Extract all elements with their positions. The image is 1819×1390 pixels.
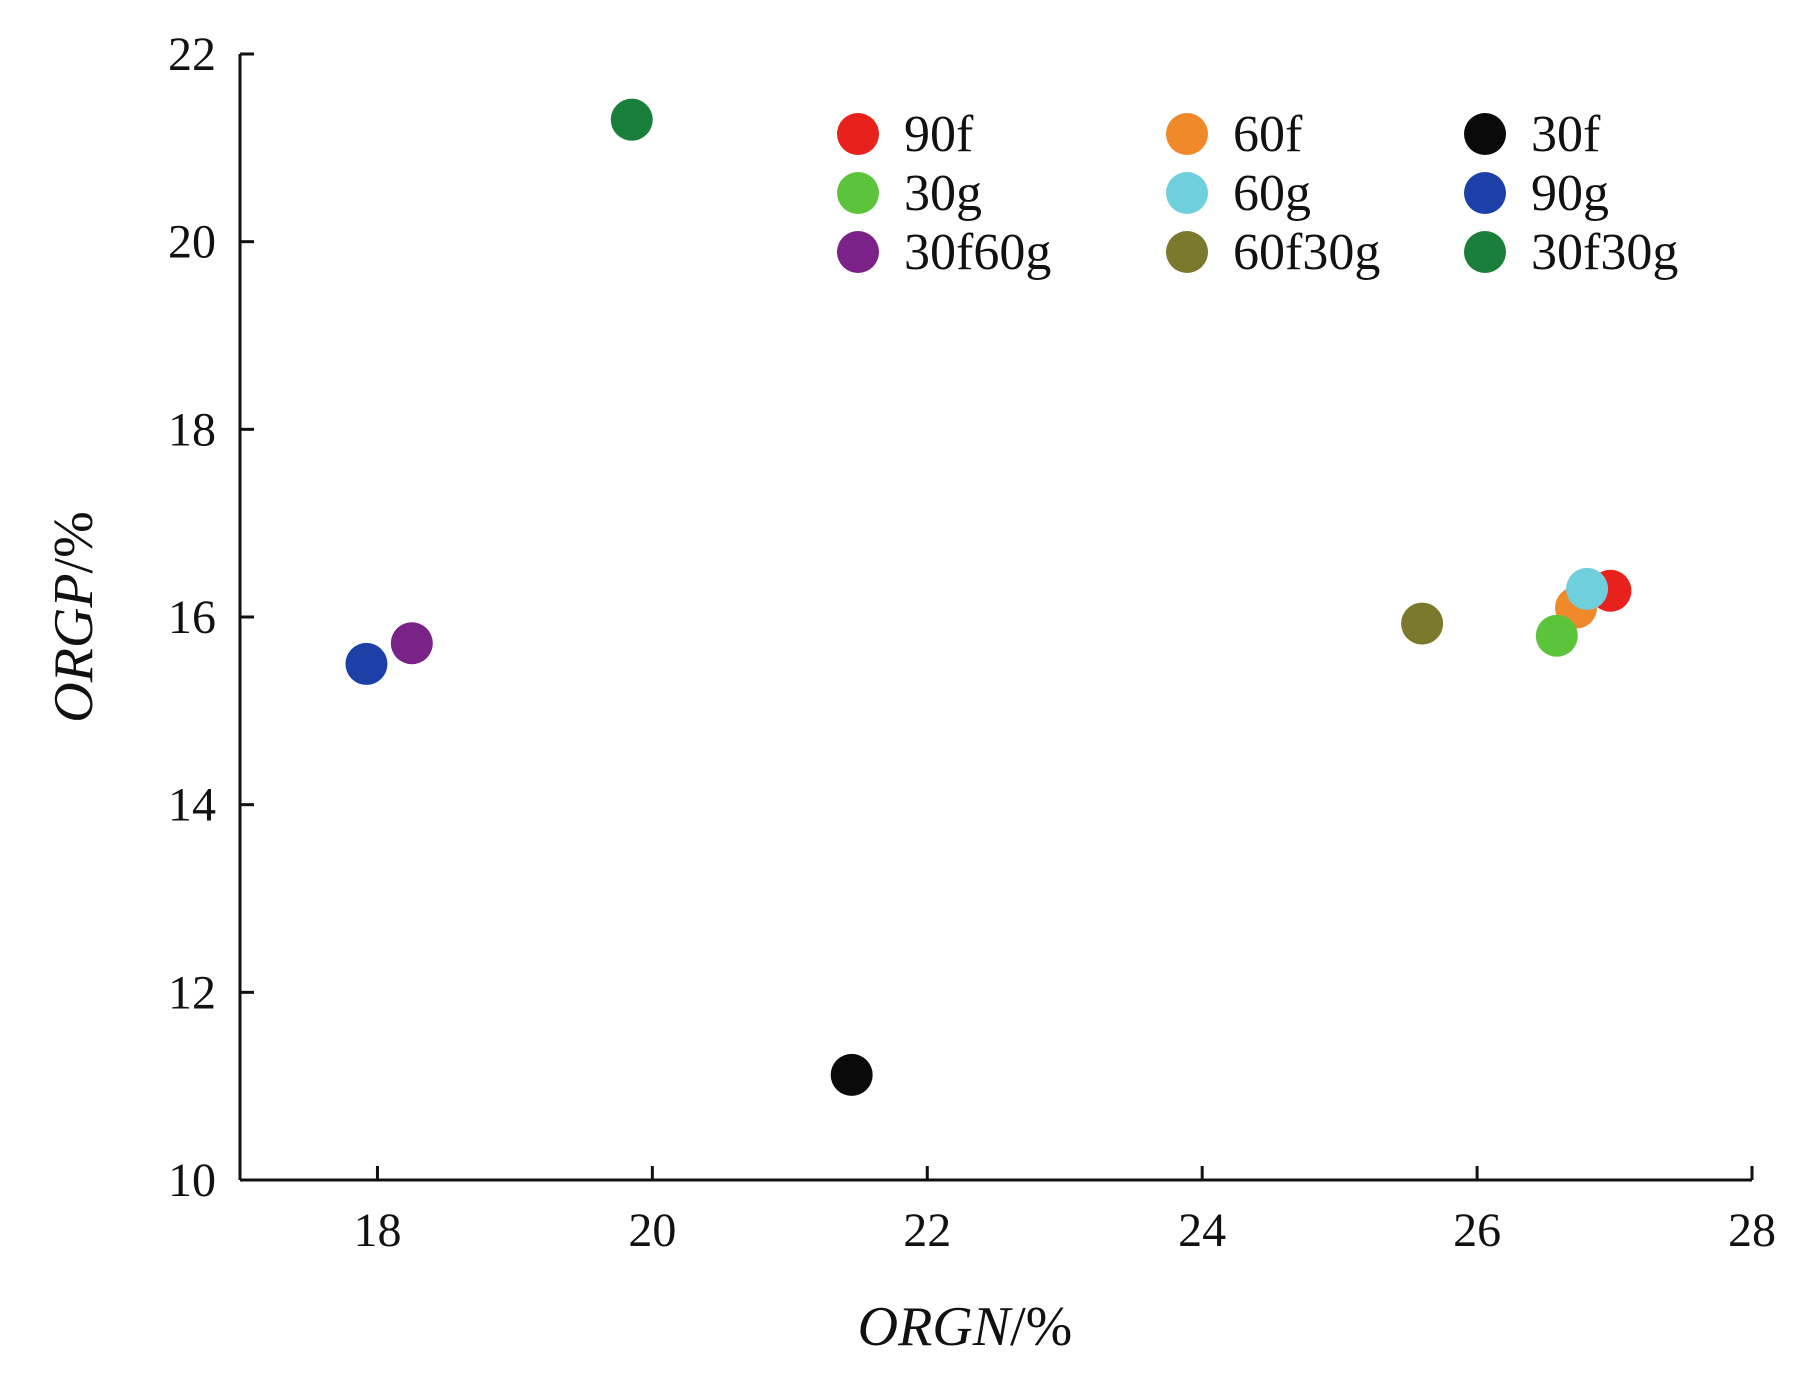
- point-60f30g: [1401, 602, 1444, 645]
- legend-label-60f30g: 60f30g: [1233, 224, 1380, 281]
- x-tick-label: 20: [628, 1204, 676, 1257]
- data-points: [345, 98, 1632, 1096]
- legend-label-60f: 60f: [1233, 106, 1303, 163]
- y-tick-label: 14: [168, 779, 216, 832]
- legend-label-30f30g: 30f30g: [1531, 224, 1678, 281]
- point-30g: [1535, 614, 1578, 657]
- y-tick-label: 18: [168, 403, 216, 456]
- y-tick-label: 12: [168, 966, 216, 1019]
- x-tick-label: 18: [353, 1204, 401, 1257]
- legend-label-60g: 60g: [1233, 165, 1311, 222]
- point-30f30g: [610, 98, 653, 141]
- y-tick-label: 16: [168, 591, 216, 644]
- legend-label-30g: 30g: [904, 165, 982, 222]
- legend-marker-60f30g: [1166, 231, 1208, 273]
- point-90g: [345, 642, 388, 685]
- legend-marker-30f: [1464, 113, 1506, 155]
- legend-label-90f: 90f: [904, 106, 974, 163]
- x-axis-title: ORGN/%: [858, 1296, 1073, 1358]
- legend-marker-60g: [1166, 172, 1208, 214]
- point-60g: [1566, 567, 1609, 610]
- legend-marker-30g: [837, 172, 879, 214]
- y-tick-label: 22: [168, 28, 216, 81]
- axes: 18 20 22 24 26 28 10 12 14 16 18 20 22: [168, 28, 1776, 1257]
- legend-marker-90f: [837, 113, 879, 155]
- x-tick-label: 22: [903, 1204, 951, 1257]
- legend-marker-30f30g: [1464, 231, 1506, 273]
- point-30f: [830, 1053, 873, 1096]
- y-tick-label: 10: [168, 1154, 216, 1207]
- x-tick-label: 24: [1178, 1204, 1226, 1257]
- legend-marker-60f: [1166, 113, 1208, 155]
- point-30f60g: [390, 622, 433, 665]
- y-axis-title: ORGP/%: [43, 511, 105, 723]
- x-tick-label: 28: [1728, 1204, 1776, 1257]
- y-tick-label: 20: [168, 216, 216, 269]
- legend-label-90g: 90g: [1531, 165, 1609, 222]
- x-tick-label: 26: [1453, 1204, 1501, 1257]
- legend-label-30f: 30f: [1531, 106, 1601, 163]
- legend-marker-90g: [1464, 172, 1506, 214]
- legend-marker-30f60g: [837, 231, 879, 273]
- legend-label-30f60g: 30f60g: [904, 224, 1051, 281]
